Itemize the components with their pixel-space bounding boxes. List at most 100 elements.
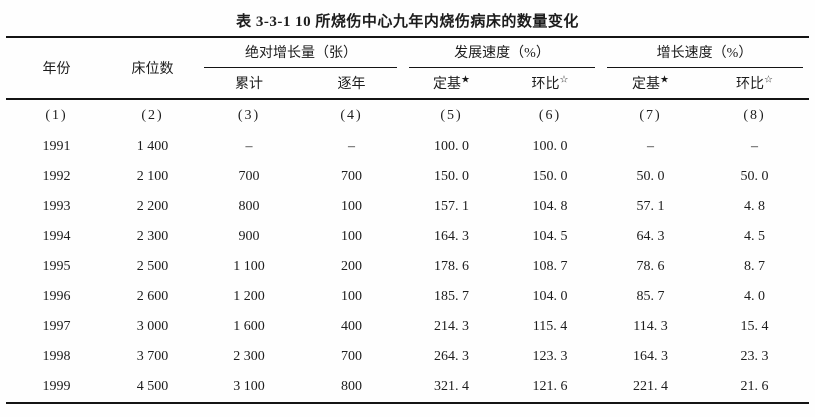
column-number: (1) bbox=[45, 108, 68, 123]
table-title: 表 3-3-1 10 所烧伤中心九年内烧伤病床的数量变化 bbox=[236, 14, 579, 30]
table-cell: – bbox=[245, 139, 253, 154]
table-cell: 321. 4 bbox=[433, 379, 469, 394]
table-cell: 221. 4 bbox=[633, 379, 668, 394]
column-number: (3) bbox=[237, 108, 261, 123]
subheader-label: 环比 bbox=[736, 77, 765, 92]
table-cell: 1992 bbox=[42, 169, 71, 184]
table-cell: 85. 7 bbox=[636, 289, 665, 304]
table-cell: 214. 3 bbox=[433, 319, 469, 334]
table-cell: 100 bbox=[340, 229, 362, 244]
table-row: 1992 2 100 700 700 150. 0 150. 0 50. 0 5… bbox=[6, 162, 808, 192]
table-cell: 1 100 bbox=[233, 259, 265, 274]
table-cell: 100. 0 bbox=[433, 139, 469, 154]
table-cell: 900 bbox=[238, 229, 260, 244]
column-number: (5) bbox=[440, 108, 463, 123]
filled-star-marker: ★ bbox=[660, 74, 669, 86]
table-cell: 1997 bbox=[42, 319, 71, 334]
table-cell: 57. 1 bbox=[636, 199, 665, 214]
table-cell: 4. 0 bbox=[744, 289, 765, 304]
table-row: 1991 1 400 – – 100. 0 100. 0 – – bbox=[6, 132, 808, 162]
subheader-dev-fixed-base: 定基★ bbox=[403, 68, 499, 99]
table-cell: 108. 7 bbox=[532, 259, 568, 274]
table-cell: 1999 bbox=[42, 379, 71, 394]
table-cell: 700 bbox=[340, 169, 362, 184]
table-cell: 157. 1 bbox=[433, 199, 469, 214]
table-row: 1993 2 200 800 100 157. 1 104. 8 57. 1 4… bbox=[6, 192, 808, 222]
table-cell: 164. 3 bbox=[633, 349, 668, 364]
table-cell: 1 200 bbox=[233, 289, 265, 304]
table-cell: 8. 7 bbox=[744, 259, 765, 274]
hollow-star-marker: ☆ bbox=[764, 74, 773, 86]
filled-star-marker: ★ bbox=[461, 74, 470, 86]
table-cell: – bbox=[751, 139, 758, 154]
table-cell: 21. 6 bbox=[740, 379, 769, 394]
group-underline: 发展速度（%） bbox=[409, 42, 595, 68]
table-cell: 100 bbox=[340, 289, 362, 304]
group-underline: 绝对增长量（张） bbox=[204, 42, 398, 68]
table-cell: 78. 6 bbox=[636, 259, 665, 274]
table-cell: 2 200 bbox=[136, 199, 169, 214]
table-cell: 2 300 bbox=[136, 229, 169, 244]
table-body: (1) (2) (3) (4) (5) (6) (7) (8) 1991 1 4… bbox=[6, 99, 808, 403]
table-cell: 50. 0 bbox=[740, 169, 769, 184]
subheader-label: 定基 bbox=[433, 77, 461, 92]
subheader-cumulative: 累计 bbox=[198, 68, 299, 99]
column-number-row: (1) (2) (3) (4) (5) (6) (7) (8) bbox=[6, 99, 808, 132]
subheader-label: 逐年 bbox=[337, 77, 366, 92]
table-row: 1998 3 700 2 300 700 264. 3 123. 3 164. … bbox=[6, 342, 808, 372]
data-table: 年份 床位数 绝对增长量（张） 发展速度（%） 增长速度（%） 累计 逐年 定基… bbox=[6, 36, 809, 404]
header-group-absolute-growth: 绝对增长量（张） bbox=[198, 37, 403, 68]
table-cell: 100. 0 bbox=[532, 139, 568, 154]
group-underline: 增长速度（%） bbox=[606, 42, 803, 68]
table-cell: 700 bbox=[340, 349, 362, 364]
table-cell: 2 600 bbox=[136, 289, 169, 304]
subheader-label: 环比 bbox=[531, 77, 560, 92]
table-cell: 264. 3 bbox=[433, 349, 469, 364]
table-cell: – bbox=[647, 139, 654, 154]
table-cell: 2 100 bbox=[136, 169, 169, 184]
table-cell: 121. 6 bbox=[532, 379, 568, 394]
table-cell: 50. 0 bbox=[636, 169, 665, 184]
header-year: 年份 bbox=[42, 62, 71, 77]
subheader-yearly: 逐年 bbox=[299, 68, 403, 99]
table-row: 1999 4 500 3 100 800 321. 4 121. 6 221. … bbox=[6, 372, 808, 403]
column-number: (8) bbox=[743, 108, 766, 123]
table-cell: 2 500 bbox=[136, 259, 169, 274]
table-cell: 104. 5 bbox=[532, 229, 568, 244]
table-cell: 3 000 bbox=[136, 319, 169, 334]
table-header: 年份 床位数 绝对增长量（张） 发展速度（%） 增长速度（%） 累计 逐年 定基… bbox=[6, 37, 809, 99]
table-cell: 200 bbox=[340, 259, 362, 274]
table-row: 1997 3 000 1 600 400 214. 3 115. 4 114. … bbox=[6, 312, 808, 342]
table-cell: 1 400 bbox=[136, 139, 169, 154]
subheader-growth-fixed-base: 定基★ bbox=[601, 68, 701, 99]
table-cell: 1993 bbox=[42, 199, 71, 214]
table-cell: 23. 3 bbox=[740, 349, 769, 364]
table-cell: 1995 bbox=[42, 259, 71, 274]
table-cell: 1 600 bbox=[233, 319, 265, 334]
column-number: (2) bbox=[141, 108, 164, 123]
table-cell: 64. 3 bbox=[636, 229, 665, 244]
table-cell: 400 bbox=[340, 319, 362, 334]
header-beds: 床位数 bbox=[131, 62, 174, 77]
table-cell: 800 bbox=[238, 199, 260, 214]
table-cell: 800 bbox=[340, 379, 362, 394]
subheader-label: 累计 bbox=[234, 77, 263, 92]
table-cell: 1991 bbox=[42, 139, 71, 154]
table-cell: 104. 8 bbox=[532, 199, 568, 214]
table-cell: 178. 6 bbox=[433, 259, 469, 274]
table-cell: 115. 4 bbox=[532, 319, 568, 334]
subheader-growth-chain: 环比☆ bbox=[701, 68, 809, 99]
column-number: (6) bbox=[538, 108, 562, 123]
table-cell: 104. 0 bbox=[532, 289, 568, 304]
table-cell: 114. 3 bbox=[633, 319, 668, 334]
table-cell: 4 500 bbox=[136, 379, 169, 394]
column-number: (7) bbox=[639, 108, 662, 123]
subheader-dev-chain: 环比☆ bbox=[499, 68, 600, 99]
table-cell: 1996 bbox=[42, 289, 71, 304]
table-cell: 164. 3 bbox=[433, 229, 469, 244]
table-cell: 150. 0 bbox=[532, 169, 568, 184]
table-row: 1995 2 500 1 100 200 178. 6 108. 7 78. 6… bbox=[6, 252, 808, 282]
table-row: 1994 2 300 900 100 164. 3 104. 5 64. 3 4… bbox=[6, 222, 808, 252]
table-cell: 4. 8 bbox=[744, 199, 765, 214]
